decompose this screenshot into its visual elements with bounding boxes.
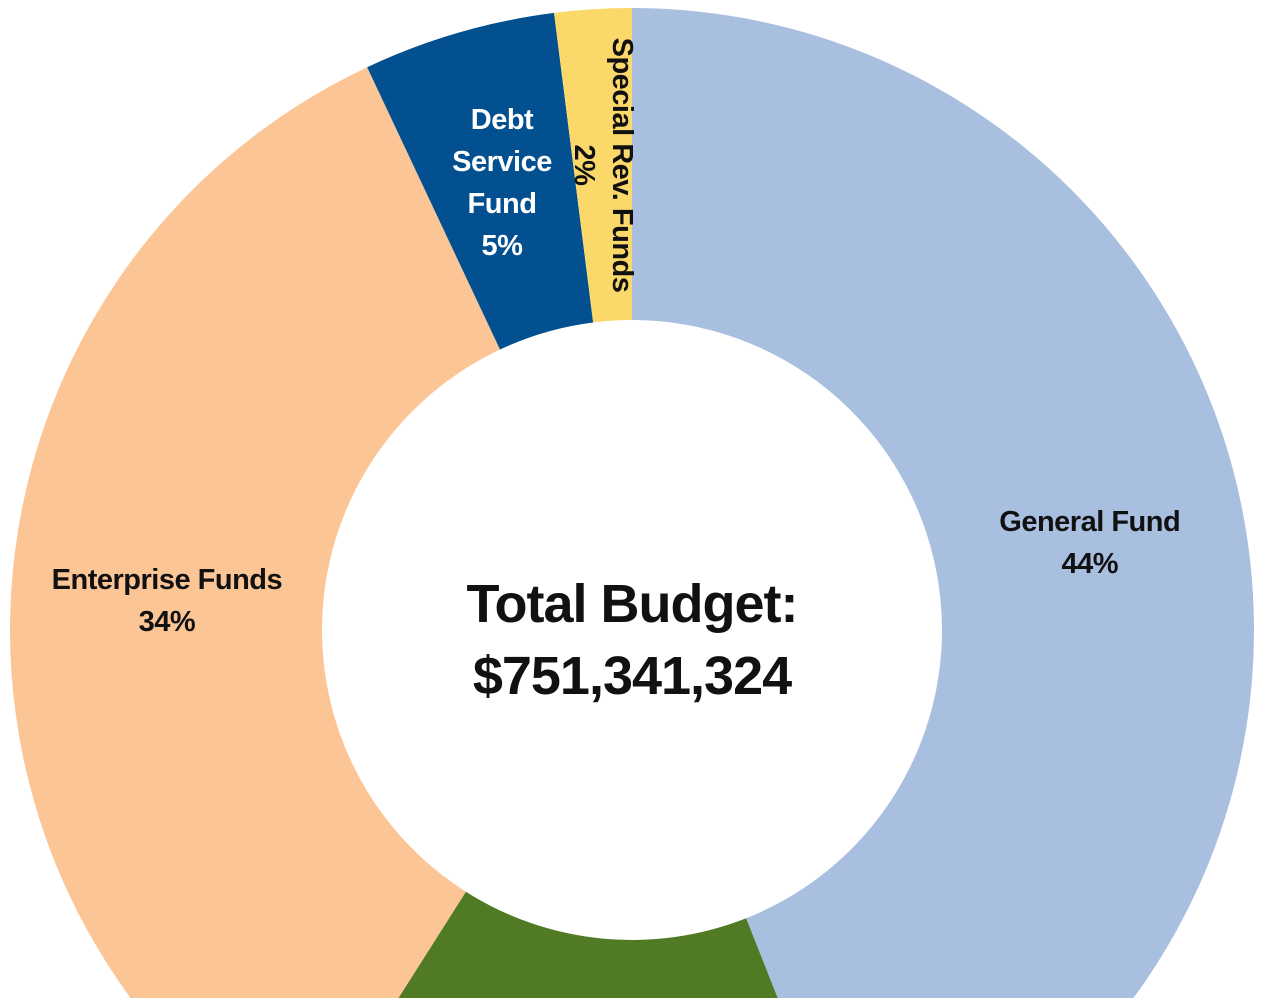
- slice-name: Debt Service Fund: [452, 103, 552, 220]
- center-title: Total Budget:: [466, 574, 799, 634]
- slice-value: 44%: [1061, 547, 1119, 580]
- slice-label: Debt Service Fund 5%: [442, 99, 562, 267]
- slice-label: Special Rev. Funds 2%: [565, 38, 641, 293]
- slice-name: Special Rev. Funds: [605, 37, 638, 293]
- slice-name: General Fund: [999, 505, 1181, 538]
- slice-label: General Fund 44%: [999, 501, 1180, 585]
- slice-label: Enterprise Funds 34%: [52, 559, 283, 643]
- donut-slice: [632, 8, 1254, 998]
- center-label: Total Budget: $751,341,324: [466, 568, 799, 712]
- slice-name: Enterprise Funds: [51, 563, 283, 596]
- donut-slice: [10, 67, 501, 998]
- slice-value: 5%: [481, 229, 523, 262]
- slice-value: 34%: [138, 605, 196, 638]
- slice-value: 2%: [567, 144, 600, 186]
- donut-slice: [367, 12, 594, 350]
- center-value: $751,341,324: [472, 646, 792, 706]
- donut-slice: [554, 8, 632, 323]
- donut-slice: [398, 891, 778, 998]
